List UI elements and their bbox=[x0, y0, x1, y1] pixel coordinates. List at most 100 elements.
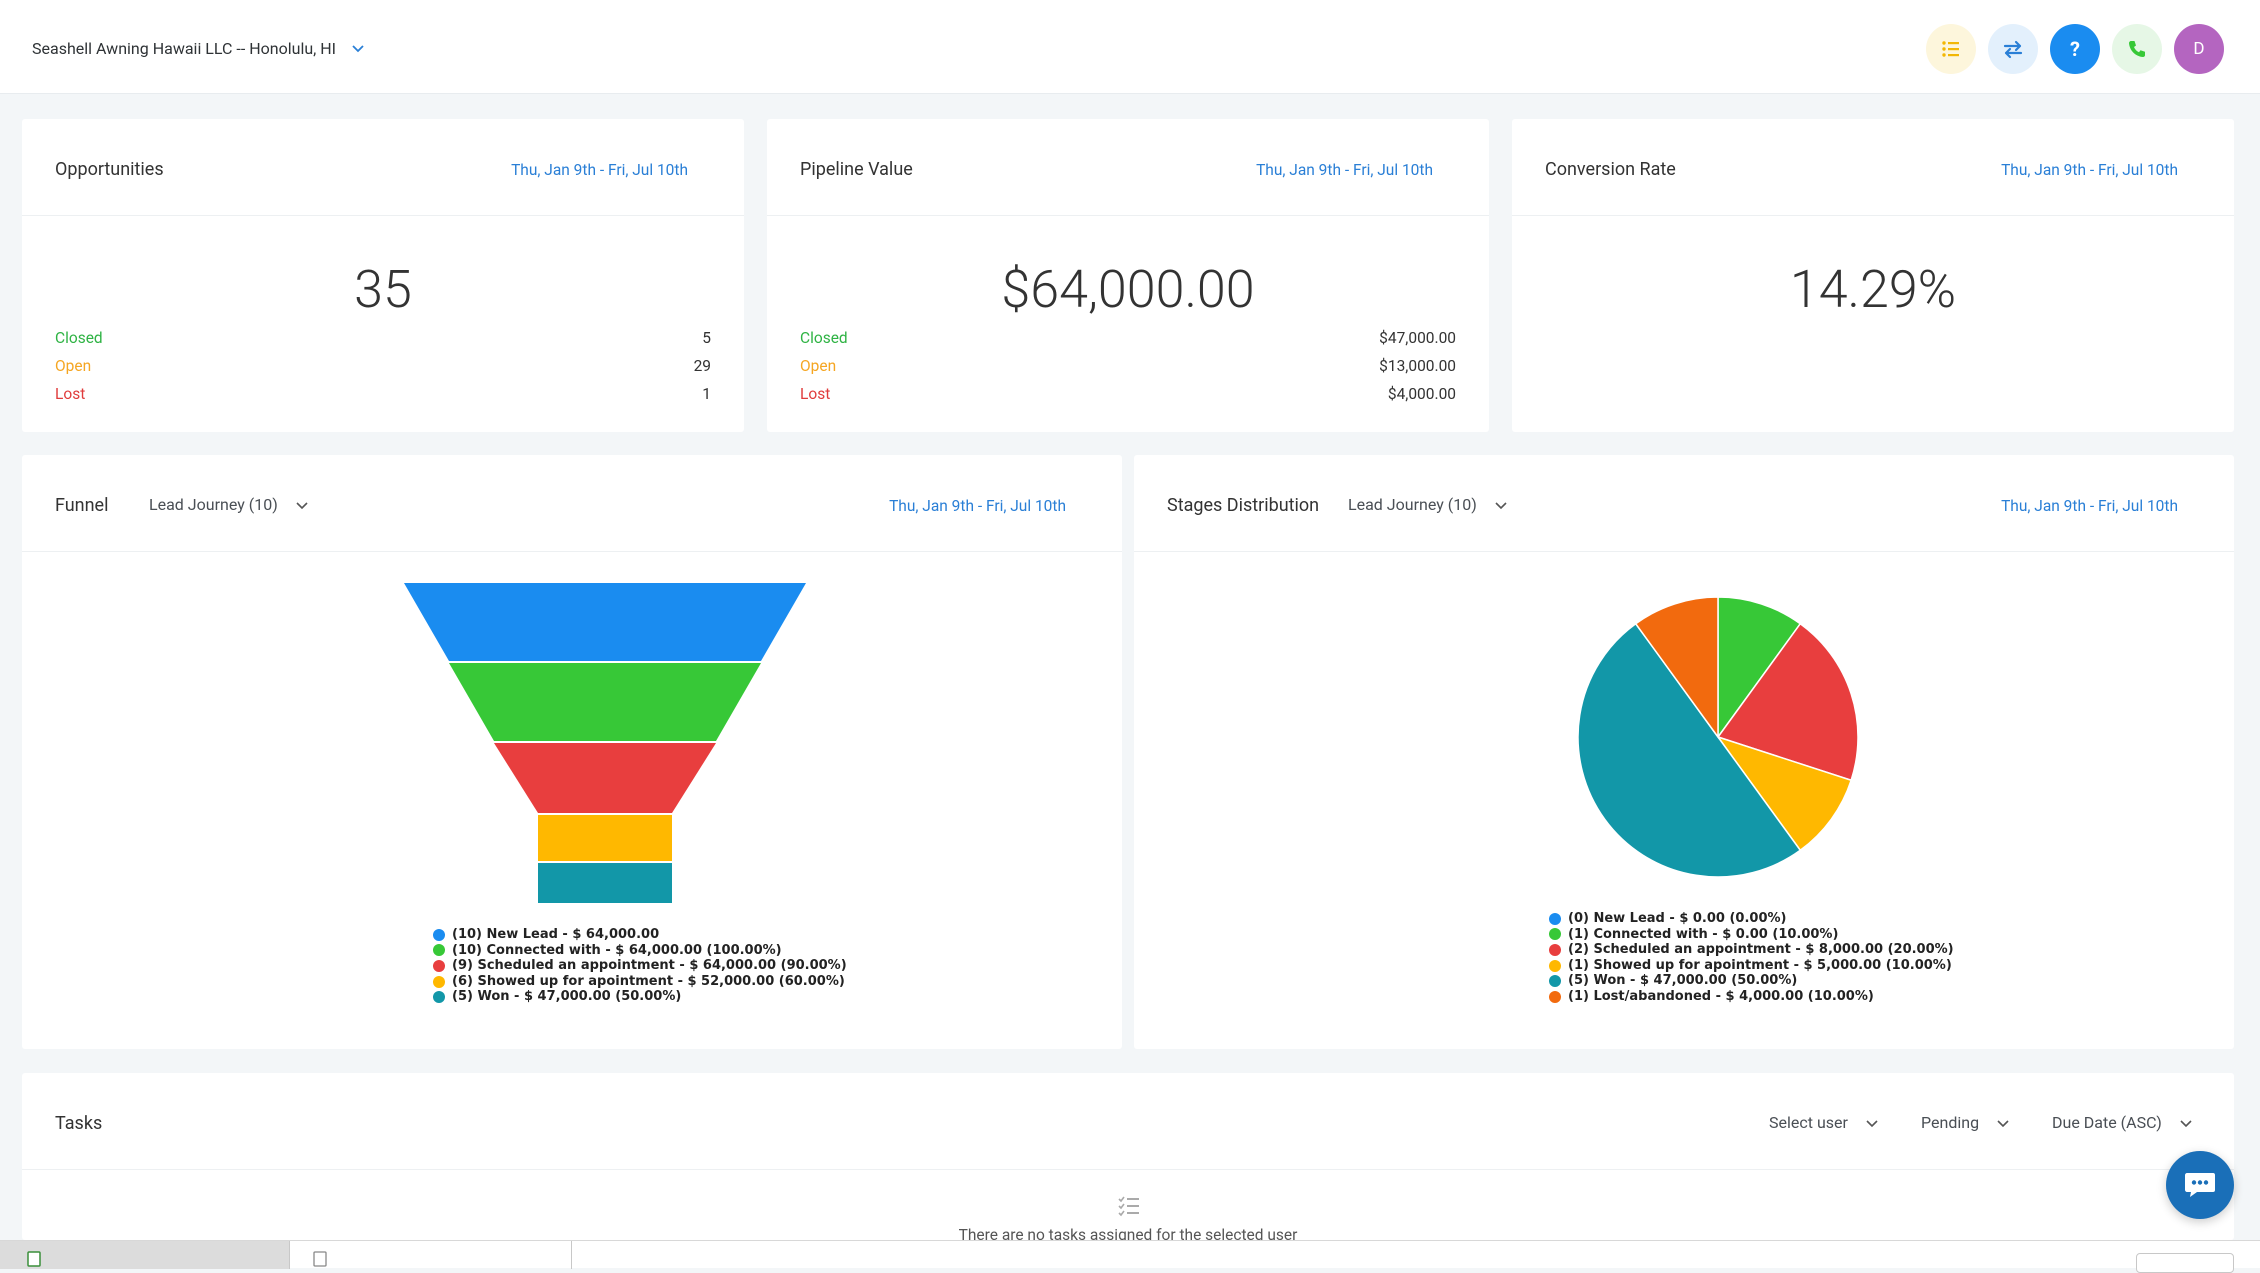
card-header: Opportunities Thu, Jan 9th - Fri, Jul 10… bbox=[22, 119, 744, 216]
avatar-initial: D bbox=[2193, 39, 2205, 59]
stat-label: Closed bbox=[55, 329, 103, 347]
legend-label: (1) Showed up for apointment - $ 5,000.0… bbox=[1568, 957, 1952, 973]
chevron-down-icon bbox=[1997, 1119, 2009, 1127]
legend-item[interactable]: (9) Scheduled an appointment - $ 64,000.… bbox=[433, 958, 847, 974]
legend-dot bbox=[1549, 975, 1561, 988]
pipeline-select-value: Lead Journey (10) bbox=[149, 495, 278, 514]
stat-label: Open bbox=[55, 357, 92, 375]
user-select-value: Select user bbox=[1769, 1113, 1848, 1132]
sort-select[interactable]: Due Date (ASC) bbox=[2052, 1113, 2194, 1132]
legend-dot bbox=[1549, 928, 1561, 941]
legend-label: (0) New Lead - $ 0.00 (0.00%) bbox=[1568, 911, 1787, 926]
funnel-layer-4[interactable] bbox=[538, 815, 672, 861]
legend-label: (1) Connected with - $ 0.00 (10.00%) bbox=[1568, 926, 1839, 942]
top-bar: Seashell Awning Hawaii LLC -- Honolulu, … bbox=[0, 0, 2260, 94]
date-range[interactable]: Thu, Jan 9th - Fri, Jul 10th bbox=[2001, 161, 2178, 179]
pie-slice-4[interactable] bbox=[1716, 735, 1853, 852]
card-title: Pipeline Value bbox=[800, 159, 913, 180]
pie-slice-2[interactable] bbox=[1717, 596, 1802, 740]
legend-item[interactable]: (10) Connected with - $ 64,000.00 (100.0… bbox=[433, 943, 847, 959]
chevron-down-icon bbox=[352, 45, 364, 53]
stat-label: Lost bbox=[800, 385, 831, 403]
downloads-bar bbox=[0, 1240, 2260, 1273]
legend-item[interactable]: (1) Showed up for apointment - $ 5,000.0… bbox=[1549, 958, 1954, 974]
download-item[interactable] bbox=[312, 1241, 572, 1269]
date-range[interactable]: Thu, Jan 9th - Fri, Jul 10th bbox=[2001, 497, 2178, 515]
card-header: Funnel Lead Journey (10) Thu, Jan 9th - … bbox=[22, 455, 1122, 552]
date-range[interactable]: Thu, Jan 9th - Fri, Jul 10th bbox=[511, 161, 688, 179]
chevron-down-icon bbox=[1866, 1119, 1878, 1127]
tasks-list-button[interactable] bbox=[1926, 24, 1976, 74]
legend-dot bbox=[433, 944, 445, 957]
location-name: Seashell Awning Hawaii LLC -- Honolulu, … bbox=[32, 38, 337, 58]
switch-button[interactable] bbox=[1988, 24, 2038, 74]
conversion-rate-value: 14.29% bbox=[1789, 259, 1957, 320]
task-list-icon bbox=[1118, 1196, 1139, 1217]
chevron-down-icon bbox=[296, 501, 308, 509]
opportunities-total: 35 bbox=[354, 259, 412, 320]
user-select[interactable]: Select user bbox=[1769, 1113, 1880, 1132]
stat-value: 29 bbox=[693, 357, 711, 375]
list-icon bbox=[1942, 41, 1959, 57]
pie-slice-6[interactable] bbox=[1634, 596, 1719, 740]
legend-item[interactable]: (10) New Lead - $ 64,000.00 bbox=[433, 927, 847, 943]
legend-dot bbox=[1549, 959, 1561, 972]
stat-row-closed: Closed 5 bbox=[55, 329, 711, 347]
date-range[interactable]: Thu, Jan 9th - Fri, Jul 10th bbox=[889, 497, 1066, 515]
stat-row-lost: Lost 1 bbox=[55, 385, 711, 403]
pipeline-select-value: Lead Journey (10) bbox=[1348, 495, 1477, 514]
phone-button[interactable] bbox=[2112, 24, 2162, 74]
legend-label: (9) Scheduled an appointment - $ 64,000.… bbox=[452, 958, 847, 974]
status-select[interactable]: Pending bbox=[1921, 1113, 2011, 1132]
chat-icon bbox=[2185, 1173, 2215, 1197]
stat-row-open: Open $13,000.00 bbox=[800, 357, 1456, 375]
tasks-empty-message: There are no tasks assigned for the sele… bbox=[958, 1226, 1298, 1240]
funnel-layer-1[interactable] bbox=[404, 583, 806, 661]
chat-widget-button[interactable] bbox=[2166, 1151, 2234, 1219]
funnel-layer-5[interactable] bbox=[538, 863, 672, 903]
stages-legend: (0) New Lead - $ 0.00 (0.00%) (1) Connect… bbox=[1549, 911, 1954, 1005]
legend-item[interactable]: (2) Scheduled an appointment - $ 8,000.0… bbox=[1549, 942, 1954, 958]
file-icon bbox=[27, 1251, 41, 1267]
phone-icon bbox=[2129, 41, 2145, 57]
help-button[interactable]: ? bbox=[2050, 24, 2100, 74]
legend-item[interactable]: (5) Won - $ 47,000.00 (50.00%) bbox=[1549, 973, 1954, 989]
legend-label: (2) Scheduled an appointment - $ 8,000.0… bbox=[1568, 942, 1954, 958]
stat-value: $13,000.00 bbox=[1379, 357, 1456, 375]
stat-label: Lost bbox=[55, 385, 86, 403]
card-header: Tasks Select user Pending Due Date (ASC) bbox=[22, 1073, 2234, 1170]
pipeline-select[interactable]: Lead Journey (10) bbox=[149, 495, 310, 514]
legend-item[interactable]: (5) Won - $ 47,000.00 (50.00%) bbox=[433, 989, 847, 1005]
pipeline-value-card: Pipeline Value Thu, Jan 9th - Fri, Jul 1… bbox=[767, 119, 1489, 432]
avatar[interactable]: D bbox=[2174, 24, 2224, 74]
stat-row-lost: Lost $4,000.00 bbox=[800, 385, 1456, 403]
switch-icon bbox=[2003, 40, 2023, 59]
file-icon bbox=[313, 1251, 327, 1267]
date-range[interactable]: Thu, Jan 9th - Fri, Jul 10th bbox=[1256, 161, 1433, 179]
pie-slice-3[interactable] bbox=[1716, 622, 1859, 782]
legend-item[interactable]: (6) Showed up for apointment - $ 52,000.… bbox=[433, 974, 847, 990]
pipeline-select[interactable]: Lead Journey (10) bbox=[1348, 495, 1509, 514]
stat-row-closed: Closed $47,000.00 bbox=[800, 329, 1456, 347]
funnel-legend: (10) New Lead - $ 64,000.00 (10) Connecte… bbox=[433, 927, 847, 1005]
legend-label: (5) Won - $ 47,000.00 (50.00%) bbox=[1568, 973, 1798, 989]
help-icon: ? bbox=[2070, 37, 2080, 61]
funnel-chart bbox=[404, 583, 806, 903]
stat-row-open: Open 29 bbox=[55, 357, 711, 375]
legend-item[interactable]: (1) Lost/abandoned - $ 4,000.00 (10.00%) bbox=[1549, 989, 1954, 1005]
header-actions: ? D bbox=[1926, 24, 2224, 74]
card-title: Funnel bbox=[55, 495, 109, 516]
card-title: Tasks bbox=[55, 1113, 103, 1134]
stat-value: 1 bbox=[702, 385, 711, 403]
funnel-layer-2[interactable] bbox=[449, 663, 761, 741]
funnel-layer-3[interactable] bbox=[494, 743, 716, 813]
card-title: Opportunities bbox=[55, 159, 164, 180]
legend-item[interactable]: (0) New Lead - $ 0.00 (0.00%) bbox=[1549, 911, 1954, 927]
show-all-button[interactable] bbox=[2136, 1253, 2234, 1273]
funnel-card: Funnel Lead Journey (10) Thu, Jan 9th - … bbox=[22, 455, 1122, 1049]
legend-dot bbox=[1549, 990, 1561, 1003]
pie-slice-5[interactable] bbox=[1577, 622, 1802, 878]
download-item[interactable] bbox=[0, 1241, 290, 1269]
legend-item[interactable]: (1) Connected with - $ 0.00 (10.00%) bbox=[1549, 927, 1954, 943]
location-switcher[interactable]: Seashell Awning Hawaii LLC -- Honolulu, … bbox=[32, 34, 366, 62]
